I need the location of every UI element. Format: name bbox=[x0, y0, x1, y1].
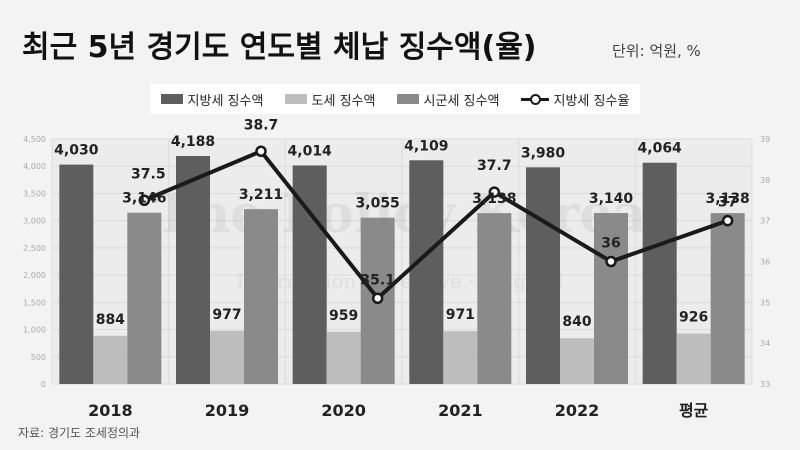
bar-provincial bbox=[526, 167, 560, 384]
bar-city bbox=[710, 213, 745, 384]
x-tick-label: 2019 bbox=[205, 401, 250, 420]
x-tick-label: 2021 bbox=[438, 401, 483, 420]
bar-provincial bbox=[176, 155, 210, 384]
y-right-tick-label: 36 bbox=[760, 258, 770, 267]
legend-item-province: 도세 징수액 bbox=[284, 90, 376, 109]
bar-provincial bbox=[642, 162, 677, 384]
y-left-tick-label: 2,500 bbox=[23, 244, 46, 253]
data-label-city: 3,055 bbox=[356, 196, 400, 212]
rate-point bbox=[371, 292, 384, 304]
data-label-rate: 37 bbox=[718, 195, 737, 211]
legend: 지방세 징수액 도세 징수액 시군세 징수액 지방세 징수율 bbox=[150, 84, 640, 114]
data-label-province: 971 bbox=[446, 307, 475, 323]
y-left-tick-label: 0 bbox=[41, 380, 46, 389]
x-tick-label: 2018 bbox=[88, 401, 133, 420]
y-left-tick-label: 4,000 bbox=[23, 162, 46, 171]
unit-label: 단위: 억원, % bbox=[612, 42, 701, 60]
page-title: 최근 5년 경기도 연도별 체납 징수액(율) bbox=[22, 30, 537, 65]
data-label-city: 3,146 bbox=[122, 191, 166, 207]
bar-city bbox=[477, 213, 512, 384]
legend-label-rate: 지방세 징수율 bbox=[553, 93, 630, 109]
y-left-tick-label: 3,000 bbox=[23, 217, 46, 226]
y-left-tick-label: 1,500 bbox=[23, 298, 46, 307]
bar-province bbox=[93, 335, 128, 384]
x-tick-label: 2022 bbox=[555, 401, 600, 420]
rate-point bbox=[488, 186, 501, 198]
data-label-rate: 35.1 bbox=[360, 272, 395, 288]
data-label-city: 3,138 bbox=[472, 191, 516, 207]
data-label-province: 959 bbox=[329, 308, 358, 324]
rate-point bbox=[255, 145, 267, 157]
bar-provincial bbox=[292, 165, 327, 384]
line-layer bbox=[138, 145, 734, 304]
legend-label-city: 시군세 징수액 bbox=[423, 93, 500, 109]
y-left-tick-label: 3,500 bbox=[23, 189, 46, 198]
y-left-tick-label: 4,500 bbox=[23, 135, 46, 144]
y-right-tick-label: 38 bbox=[760, 176, 770, 185]
legend-swatch-province bbox=[284, 94, 307, 104]
data-label-rate: 38.7 bbox=[244, 117, 279, 133]
y-left-tick-label: 1,000 bbox=[23, 326, 46, 335]
bar-city bbox=[127, 212, 162, 384]
rate-line bbox=[143, 148, 729, 302]
y-left-tick-label: 2,000 bbox=[23, 271, 46, 280]
grid-layer: 0 500 1,000 1,500 2,000 2,500 3,000 3,500 4,000 4… bbox=[23, 135, 770, 389]
bar-province bbox=[326, 331, 361, 384]
data-label-city: 3,138 bbox=[706, 191, 750, 207]
y-right-tick-label: 39 bbox=[760, 135, 770, 144]
legend-item-provincial: 지방세 징수액 bbox=[160, 90, 264, 109]
bar-province bbox=[560, 338, 594, 384]
data-label-provincial: 4,064 bbox=[638, 141, 683, 157]
bar-provincial bbox=[409, 160, 444, 384]
x-tick-label: 평균 bbox=[679, 401, 709, 420]
legend-label-province: 도세 징수액 bbox=[311, 93, 376, 109]
data-label-city: 3,140 bbox=[589, 191, 634, 207]
y-right-tick-label: 37 bbox=[760, 217, 770, 226]
rate-point bbox=[721, 214, 734, 227]
source-note: 자료: 경기도 조세정의과 bbox=[18, 426, 141, 440]
bar-city bbox=[244, 209, 278, 384]
data-label-provincial: 4,030 bbox=[54, 143, 99, 159]
data-label-provincial: 4,109 bbox=[404, 138, 448, 154]
y-right-tick-label: 33 bbox=[760, 380, 770, 389]
label-layer: 4,030 884 3,146 2018 4,188 977 3,211 2019 4,014 9… bbox=[54, 117, 750, 420]
data-label-rate: 37.7 bbox=[477, 158, 512, 174]
bar-province bbox=[210, 330, 244, 384]
legend-swatch-city bbox=[396, 94, 419, 104]
y-right-tick-label: 34 bbox=[760, 339, 770, 348]
data-label-rate: 36 bbox=[601, 236, 620, 252]
legend-item-rate: 지방세 징수율 bbox=[520, 90, 630, 109]
y-left-tick-label: 500 bbox=[31, 353, 46, 362]
legend-swatch-provincial bbox=[160, 94, 183, 104]
data-label-province: 977 bbox=[212, 307, 241, 323]
x-tick-label: 2020 bbox=[321, 401, 366, 420]
legend-label-provincial: 지방세 징수액 bbox=[187, 93, 264, 109]
data-label-province: 884 bbox=[96, 312, 125, 328]
legend-line-marker-icon bbox=[520, 93, 549, 105]
bar-province bbox=[676, 333, 711, 384]
bar-city bbox=[594, 213, 628, 384]
data-label-province: 926 bbox=[679, 310, 708, 326]
data-label-provincial: 3,980 bbox=[521, 145, 566, 161]
data-label-provincial: 4,188 bbox=[171, 134, 215, 150]
rate-point bbox=[605, 255, 617, 268]
rate-point bbox=[138, 194, 151, 206]
bar-provincial bbox=[59, 164, 94, 384]
data-label-province: 840 bbox=[562, 314, 591, 330]
y-right-tick-label: 35 bbox=[760, 298, 770, 307]
data-label-rate: 37.5 bbox=[131, 166, 166, 182]
bar-province bbox=[443, 331, 478, 384]
data-label-provincial: 4,014 bbox=[288, 143, 333, 159]
legend-item-city: 시군세 징수액 bbox=[396, 90, 500, 109]
watermark-text: The Policy Korea bbox=[154, 184, 646, 245]
watermark-subtitle: Information · Creative · Original bbox=[236, 269, 563, 293]
data-label-city: 3,211 bbox=[239, 187, 283, 203]
